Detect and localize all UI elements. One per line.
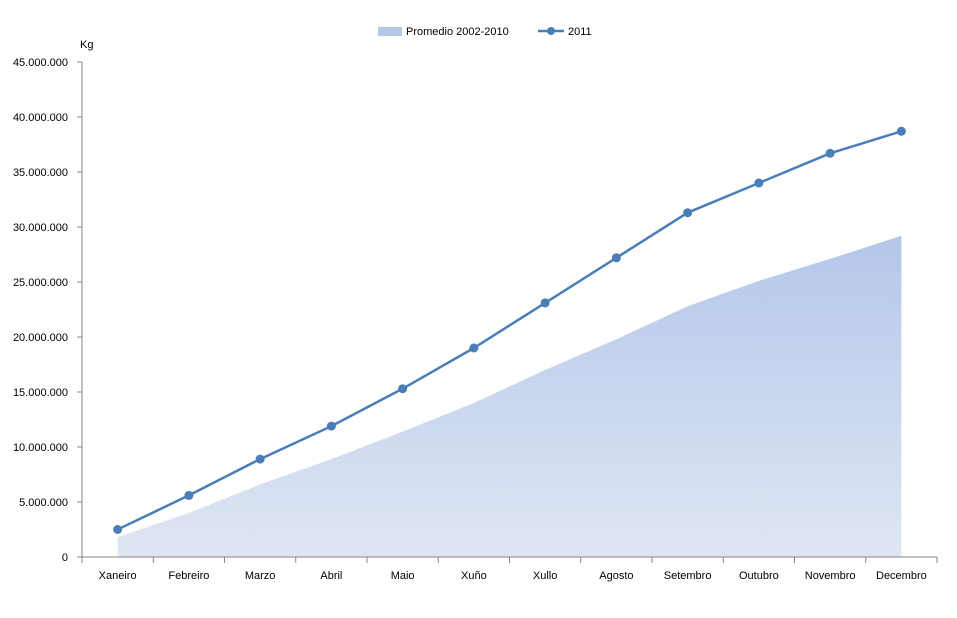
- x-tick-label: Decembro: [876, 570, 927, 582]
- legend-label-2011: 2011: [568, 26, 592, 38]
- x-tick-label: Abril: [320, 570, 342, 582]
- y-tick-label: 30.000.000: [13, 222, 68, 234]
- y-axis: 0 5.000.000 10.000.000 15.000.000 20.000.000…: [13, 57, 83, 564]
- x-tick-label: Xuño: [461, 570, 487, 582]
- point-2011: [683, 208, 693, 218]
- y-tick-label: 35.000.000: [13, 167, 68, 179]
- y-tick-label: 25.000.000: [13, 277, 68, 289]
- y-tick-label: 45.000.000: [13, 57, 68, 69]
- x-tick-label: Maio: [391, 570, 415, 582]
- y-tick-label: 5.000.000: [19, 497, 68, 509]
- point-2011: [398, 384, 408, 394]
- legend-area-swatch: [378, 27, 402, 36]
- point-2011: [540, 298, 550, 308]
- legend: Promedio 2002-2010 2011: [378, 26, 592, 38]
- point-2011: [184, 490, 194, 500]
- x-tick-label: Agosto: [599, 570, 633, 582]
- y-tick-label: 0: [62, 552, 68, 564]
- legend-marker-2011: [547, 27, 555, 35]
- x-tick-label: Novembro: [805, 570, 856, 582]
- point-2011: [255, 454, 265, 464]
- x-tick-label: Xullo: [533, 570, 557, 582]
- line-2011: [117, 130, 902, 531]
- point-2011: [896, 126, 906, 136]
- point-2011: [611, 253, 621, 263]
- y-tick-label: 10.000.000: [13, 442, 68, 454]
- point-2011: [326, 421, 336, 431]
- x-tick-label: Outubro: [739, 570, 779, 582]
- legend-label-promedio: Promedio 2002-2010: [406, 26, 509, 38]
- x-tick-label: Febreiro: [168, 570, 209, 582]
- x-tick-label: Xaneiro: [99, 570, 137, 582]
- y-axis-label: Kg: [80, 39, 93, 51]
- x-tick-label: Marzo: [245, 570, 276, 582]
- point-2011: [113, 525, 123, 534]
- area-promedio: [117, 235, 902, 558]
- markers-2011: [113, 126, 906, 534]
- point-2011: [469, 343, 479, 353]
- y-tick-label: 20.000.000: [13, 332, 68, 344]
- x-axis: Xaneiro Febreiro Marzo Abril Maio Xuño Xullo Ag…: [81, 556, 938, 582]
- point-2011: [825, 148, 835, 158]
- point-2011: [754, 178, 764, 188]
- y-tick-label: 40.000.000: [13, 112, 68, 124]
- x-tick-label: Setembro: [664, 570, 712, 582]
- y-tick-label: 15.000.000: [13, 387, 68, 399]
